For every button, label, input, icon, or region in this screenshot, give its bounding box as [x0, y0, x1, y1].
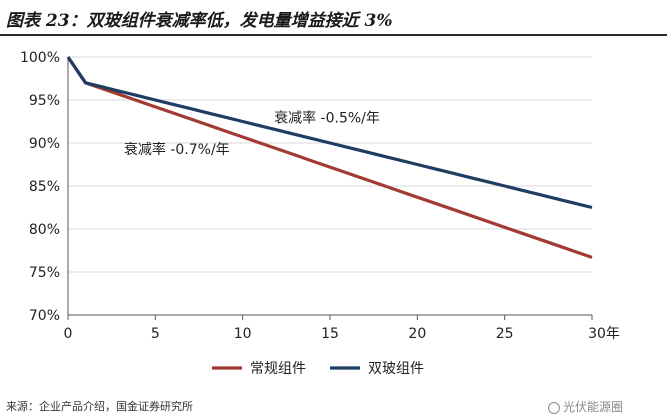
y-tick-label: 80%: [29, 222, 60, 238]
y-tick-label: 70%: [29, 308, 60, 324]
x-tick-label: 20: [408, 326, 426, 342]
figure-header: 图表 23：双玻组件衰减率低，发电量增益接近 3%: [0, 0, 667, 36]
x-axis-ticks: 0 5 10 15 20 25 30年: [64, 315, 620, 342]
chart-area: 70% 75% 80% 85% 90% 95% 100% 0 5 10 15 20 25 30年 衰减率…: [0, 36, 667, 394]
source-note: 来源：企业产品介绍，国金证券研究所: [6, 400, 193, 413]
legend-label: 双玻组件: [368, 361, 424, 377]
legend: 常规组件 双玻组件: [212, 361, 424, 377]
series-lines: [66, 56, 593, 259]
x-tick-label: 10: [234, 326, 252, 342]
figure-title: 图表 23：双玻组件衰减率低，发电量增益接近 3%: [6, 11, 393, 31]
line-chart: 70% 75% 80% 85% 90% 95% 100% 0 5 10 15 20 25 30年 衰减率…: [20, 50, 620, 377]
wechat-icon: [548, 401, 560, 414]
legend-label: 常规组件: [250, 361, 306, 377]
annotation-label: 衰减率 -0.5%/年: [274, 109, 380, 126]
watermark-text: 光伏能源圈: [563, 400, 624, 414]
y-tick-label: 100%: [20, 50, 60, 66]
y-tick-label: 75%: [29, 265, 60, 281]
y-tick-label: 85%: [29, 179, 60, 195]
title-divider: [0, 34, 667, 36]
series-line: [66, 56, 593, 259]
y-tick-label: 95%: [29, 93, 60, 109]
x-tick-label: 5: [151, 326, 160, 342]
series-line: [66, 56, 593, 210]
y-axis-ticks: 70% 75% 80% 85% 90% 95% 100%: [20, 50, 60, 324]
y-tick-label: 90%: [29, 136, 60, 152]
x-tick-label: 30年: [588, 326, 620, 342]
watermark: 光伏能源圈: [548, 398, 623, 415]
x-tick-label: 15: [321, 326, 339, 342]
x-tick-label: 25: [496, 326, 514, 342]
annotation-label: 衰减率 -0.7%/年: [124, 141, 230, 158]
x-tick-label: 0: [64, 326, 73, 342]
gridlines: [68, 56, 592, 273]
